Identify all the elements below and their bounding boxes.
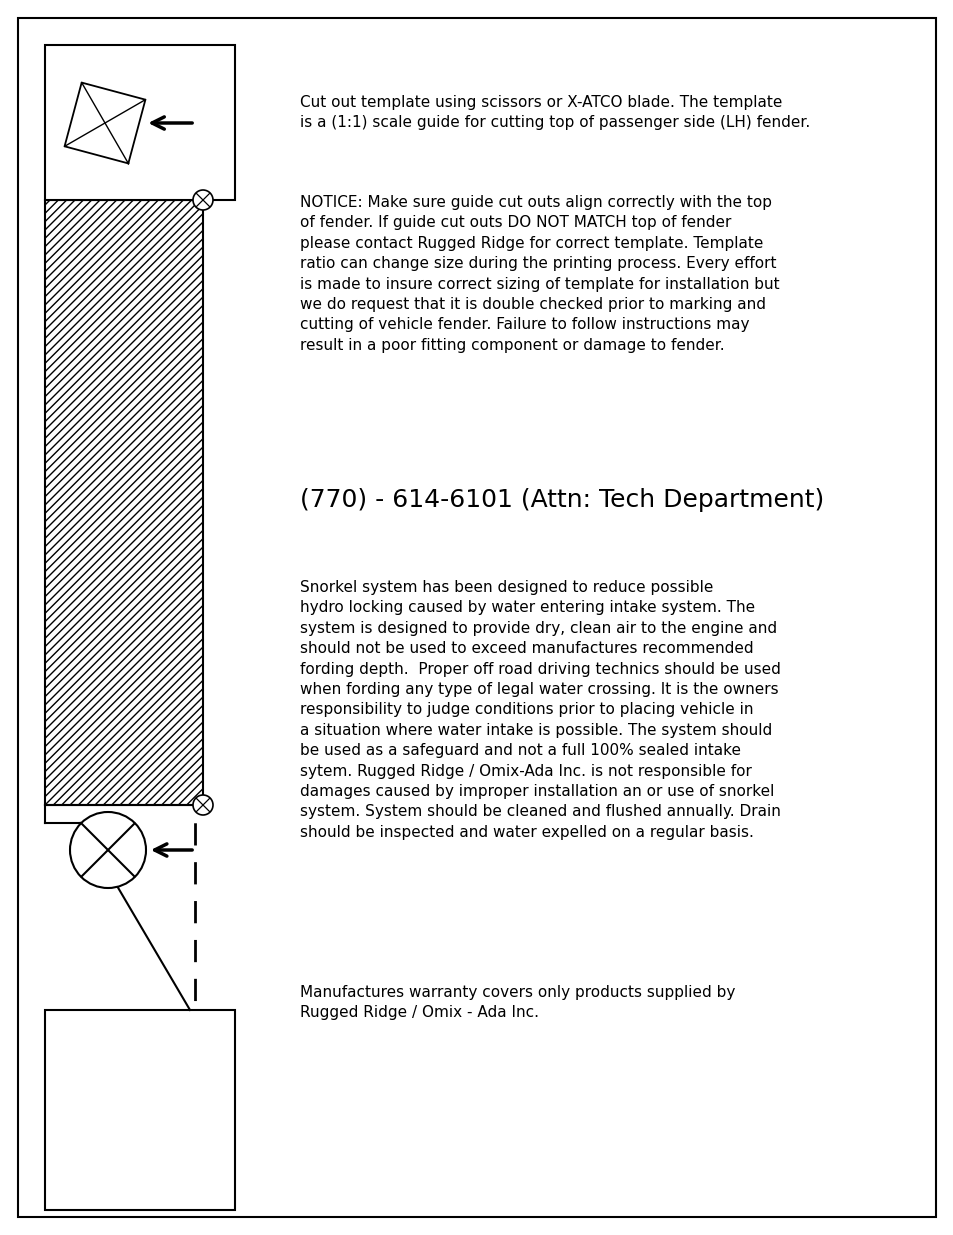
Text: Snorkel system has been designed to reduce possible
hydro locking caused by wate: Snorkel system has been designed to redu…: [299, 580, 781, 840]
Text: Cut out template using scissors or X-ATCO blade. The template
is a (1:1) scale g: Cut out template using scissors or X-ATC…: [299, 95, 809, 131]
Circle shape: [70, 811, 146, 888]
Text: Manufactures warranty covers only products supplied by
Rugged Ridge / Omix - Ada: Manufactures warranty covers only produc…: [299, 986, 735, 1020]
Bar: [45, 1010, 234, 1210]
Circle shape: [193, 795, 213, 815]
Bar: [45, 200, 203, 805]
Text: NOTICE: Make sure guide cut outs align correctly with the top
of fender. If guid: NOTICE: Make sure guide cut outs align c…: [299, 195, 779, 353]
Text: (770) - 614-6101 (Attn: Tech Department): (770) - 614-6101 (Attn: Tech Department): [299, 488, 823, 513]
Circle shape: [193, 190, 213, 210]
Bar: [45, 44, 234, 200]
